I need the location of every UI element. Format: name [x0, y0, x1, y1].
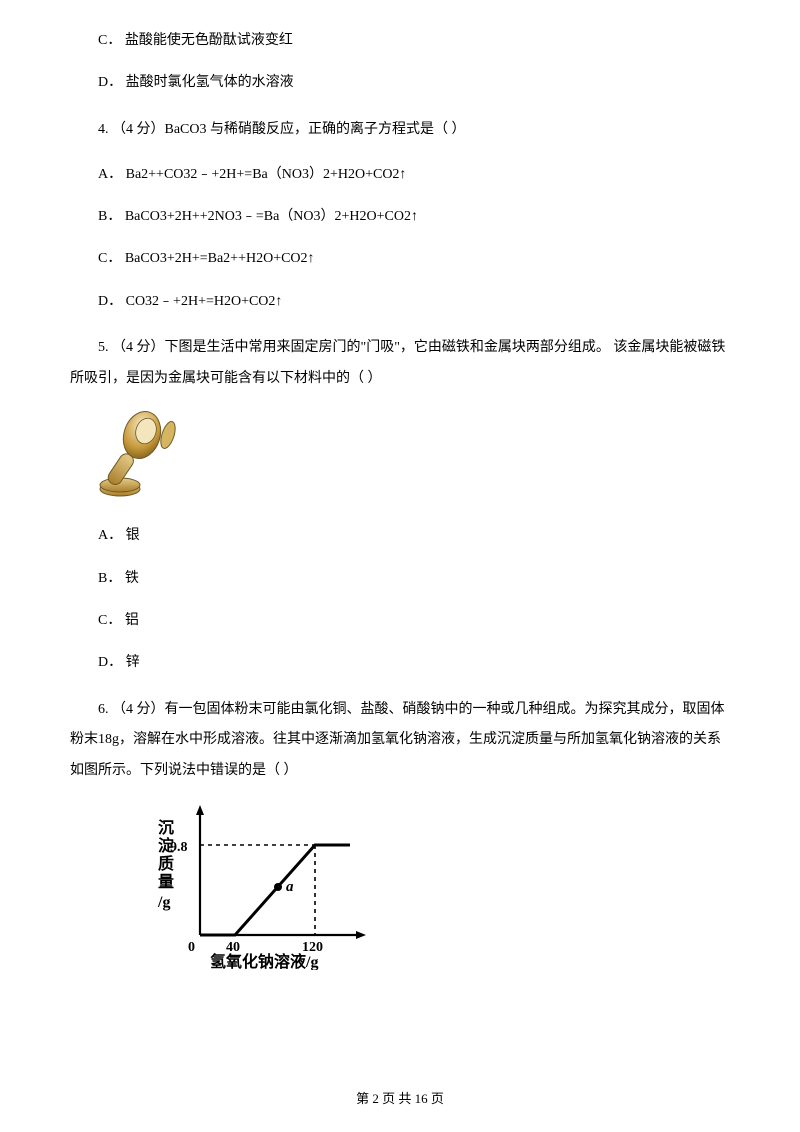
q3-option-d: D． 盐酸时氯化氢气体的水溶液 — [70, 72, 730, 94]
svg-text:量: 量 — [158, 873, 174, 891]
q6-stem: 6. （4 分）有一包固体粉末可能由氯化铜、盐酸、硝酸钠中的一种或几种组成。为探… — [70, 695, 730, 787]
svg-text:质: 质 — [158, 854, 174, 873]
q5-option-b: B． 铁 — [70, 568, 730, 590]
q4-option-c: C． BaCO3+2H+=Ba2++H2O+CO2↑ — [70, 248, 730, 270]
q5-option-a: A． 银 — [70, 525, 730, 547]
origin-label: 0 — [188, 940, 195, 955]
ylabel-1: 沉 — [158, 818, 174, 837]
q6-chart: 沉 淀 质 量 /g 9.8 a 0 40 120 氢氧化钠溶液/g — [140, 795, 730, 978]
q5-stem: 5. （4 分）下图是生活中常用来固定房门的"门吸"，它由磁铁和金属块两部分组成… — [70, 333, 730, 395]
point-label: a — [286, 879, 294, 895]
q4-option-d: D． CO32﹣+2H+=H2O+CO2↑ — [70, 291, 730, 313]
x-tick-40: 40 — [226, 940, 240, 955]
q3-option-c: C． 盐酸能使无色酚酞试液变红 — [70, 30, 730, 52]
x-tick-120: 120 — [302, 940, 323, 955]
q5-option-c: C． 铝 — [70, 610, 730, 632]
door-stop-icon — [98, 405, 730, 507]
y-tick-label: 9.8 — [170, 840, 188, 855]
q4-stem: 4. （4 分）BaCO3 与稀硝酸反应，正确的离子方程式是（ ） — [70, 115, 730, 146]
q4-option-a: A． Ba2++CO32﹣+2H+=Ba（NO3）2+H2O+CO2↑ — [70, 164, 730, 186]
q5-option-d: D． 锌 — [70, 652, 730, 674]
svg-text:/g: /g — [157, 894, 170, 911]
q4-option-b: B． BaCO3+2H++2NO3﹣=Ba（NO3）2+H2O+CO2↑ — [70, 206, 730, 228]
page-footer: 第 2 页 共 16 页 — [0, 1089, 800, 1110]
xlabel: 氢氧化钠溶液/g — [210, 952, 318, 970]
